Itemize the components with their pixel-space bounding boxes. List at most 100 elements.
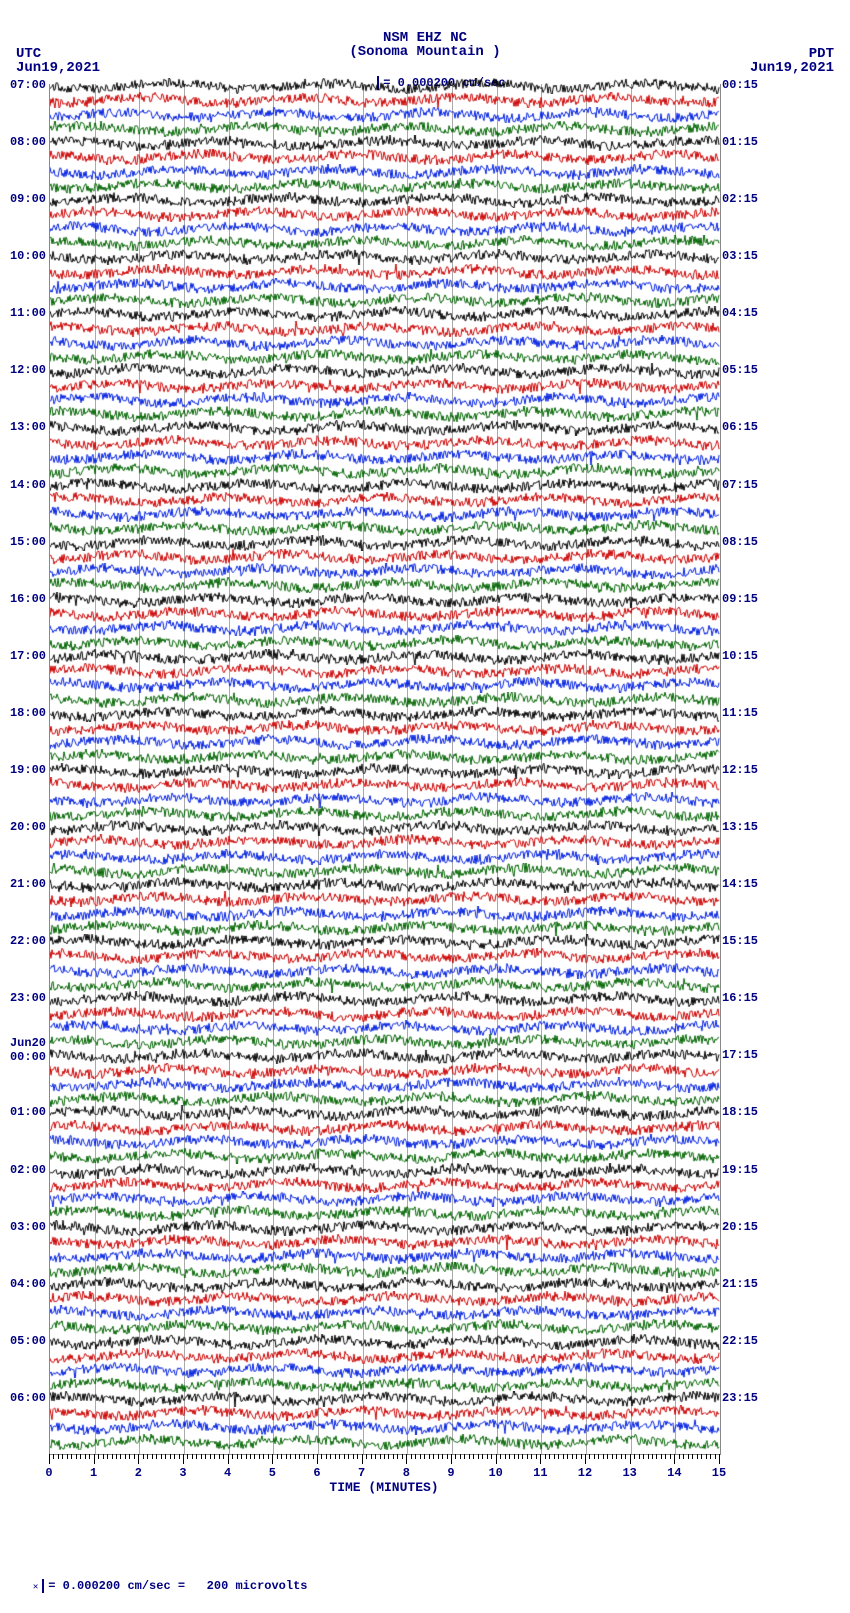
pdt-time-label: 05:15 bbox=[722, 363, 758, 377]
x-tick-minor bbox=[254, 1454, 255, 1459]
x-tick-minor bbox=[697, 1454, 698, 1459]
x-tick-major bbox=[272, 1454, 273, 1464]
seismic-trace bbox=[50, 192, 720, 208]
x-tick-label: 7 bbox=[358, 1466, 365, 1480]
seismic-trace bbox=[50, 1148, 720, 1164]
seismic-trace bbox=[50, 706, 720, 722]
x-tick-minor bbox=[308, 1454, 309, 1459]
pdt-time-label: 13:15 bbox=[722, 820, 758, 834]
x-tick-minor bbox=[402, 1454, 403, 1459]
x-tick-minor bbox=[76, 1454, 77, 1459]
x-tick-label: 8 bbox=[403, 1466, 410, 1480]
x-tick-minor bbox=[442, 1454, 443, 1459]
x-tick-minor bbox=[536, 1454, 537, 1459]
seismic-trace bbox=[50, 1391, 720, 1407]
x-tick-major bbox=[496, 1454, 497, 1464]
pdt-time-label: 10:15 bbox=[722, 649, 758, 663]
seismic-trace bbox=[50, 1277, 720, 1293]
utc-time-label: 02:00 bbox=[10, 1163, 46, 1177]
pdt-time-label: 16:15 bbox=[722, 991, 758, 1005]
x-tick-minor bbox=[706, 1454, 707, 1459]
pdt-time-label: 19:15 bbox=[722, 1163, 758, 1177]
x-tick-minor bbox=[281, 1454, 282, 1459]
pdt-time-label: 15:15 bbox=[722, 934, 758, 948]
grid-line bbox=[631, 84, 632, 1454]
x-tick-minor bbox=[170, 1454, 171, 1459]
x-tick-minor bbox=[679, 1454, 680, 1459]
x-tick-minor bbox=[326, 1454, 327, 1459]
seismic-trace bbox=[50, 1020, 720, 1036]
utc-time-label: 13:00 bbox=[10, 420, 46, 434]
seismic-trace bbox=[50, 1434, 720, 1450]
utc-time-label: 16:00 bbox=[10, 592, 46, 606]
x-tick-minor bbox=[250, 1454, 251, 1459]
x-tick-minor bbox=[53, 1454, 54, 1459]
seismic-trace bbox=[50, 635, 720, 651]
x-tick-label: 4 bbox=[224, 1466, 231, 1480]
pdt-time-label: 17:15 bbox=[722, 1048, 758, 1062]
x-tick-minor bbox=[522, 1454, 523, 1459]
seismic-trace bbox=[50, 1405, 720, 1421]
x-tick-major bbox=[406, 1454, 407, 1464]
seismic-trace bbox=[50, 107, 720, 123]
utc-time-label: 11:00 bbox=[10, 306, 46, 320]
seismic-trace bbox=[50, 1163, 720, 1179]
x-tick-minor bbox=[232, 1454, 233, 1459]
utc-time-label: 22:00 bbox=[10, 934, 46, 948]
x-tick-minor bbox=[80, 1454, 81, 1459]
x-tick-major bbox=[49, 1454, 50, 1464]
seismic-trace bbox=[50, 121, 720, 137]
x-tick-minor bbox=[424, 1454, 425, 1459]
utc-time-label: Jun20 00:00 bbox=[10, 1036, 46, 1064]
seismic-trace bbox=[50, 1362, 720, 1378]
x-tick-minor bbox=[156, 1454, 157, 1459]
seismic-trace bbox=[50, 563, 720, 579]
x-tick-minor bbox=[246, 1454, 247, 1459]
x-tick-minor bbox=[339, 1454, 340, 1459]
pdt-time-label: 23:15 bbox=[722, 1391, 758, 1405]
x-tick-major bbox=[540, 1454, 541, 1464]
seismic-trace bbox=[50, 278, 720, 294]
pdt-time-label: 11:15 bbox=[722, 706, 758, 720]
seismic-trace bbox=[50, 92, 720, 108]
pdt-time-label: 08:15 bbox=[722, 535, 758, 549]
x-tick-label: 13 bbox=[622, 1466, 636, 1480]
x-tick-minor bbox=[134, 1454, 135, 1459]
x-tick-minor bbox=[371, 1454, 372, 1459]
x-tick-minor bbox=[125, 1454, 126, 1459]
footer-x-icon: ✕ bbox=[33, 1582, 38, 1592]
x-tick-major bbox=[317, 1454, 318, 1464]
grid-line bbox=[363, 84, 364, 1454]
utc-time-label: 01:00 bbox=[10, 1105, 46, 1119]
x-tick-minor bbox=[286, 1454, 287, 1459]
seismic-trace bbox=[50, 963, 720, 979]
seismic-trace bbox=[50, 1291, 720, 1307]
x-tick-label: 1 bbox=[90, 1466, 97, 1480]
pdt-time-label: 18:15 bbox=[722, 1105, 758, 1119]
seismic-trace bbox=[50, 1006, 720, 1022]
x-tick-minor bbox=[715, 1454, 716, 1459]
x-tick-minor bbox=[621, 1454, 622, 1459]
grid-line bbox=[184, 84, 185, 1454]
seismic-trace bbox=[50, 535, 720, 551]
x-tick-minor bbox=[152, 1454, 153, 1459]
x-tick-minor bbox=[268, 1454, 269, 1459]
seismic-trace bbox=[50, 221, 720, 237]
seismic-trace bbox=[50, 620, 720, 636]
x-tick-minor bbox=[447, 1454, 448, 1459]
grid-line bbox=[452, 84, 453, 1454]
seismic-trace bbox=[50, 335, 720, 351]
x-tick-minor bbox=[147, 1454, 148, 1459]
seismic-trace bbox=[50, 149, 720, 165]
seismic-trace bbox=[50, 164, 720, 180]
x-tick-minor bbox=[112, 1454, 113, 1459]
x-tick-label: 10 bbox=[488, 1466, 502, 1480]
x-tick-minor bbox=[625, 1454, 626, 1459]
x-tick-minor bbox=[531, 1454, 532, 1459]
footer-right: 200 microvolts bbox=[207, 1579, 308, 1593]
seismic-trace bbox=[50, 349, 720, 365]
seismic-trace bbox=[50, 977, 720, 993]
seismic-trace bbox=[50, 906, 720, 922]
x-tick-minor bbox=[478, 1454, 479, 1459]
seismic-trace bbox=[50, 1348, 720, 1364]
